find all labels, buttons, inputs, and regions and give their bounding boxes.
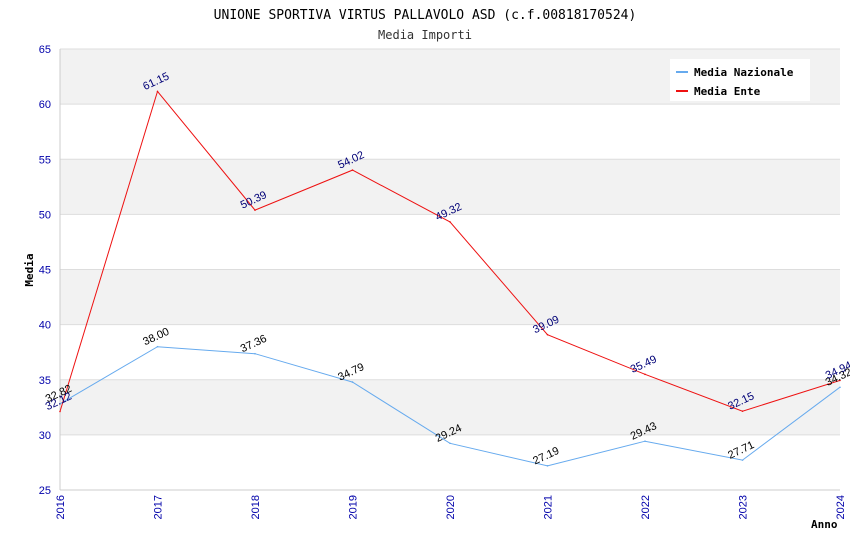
x-tick-label: 2017	[153, 495, 165, 519]
x-axis-label: Anno	[811, 518, 838, 531]
data-point	[254, 209, 256, 211]
data-point	[156, 90, 159, 93]
y-tick-label: 65	[39, 44, 51, 56]
plot-band	[60, 159, 840, 215]
plot-band	[60, 104, 840, 160]
y-tick-label: 45	[39, 265, 51, 277]
data-point	[59, 402, 61, 405]
data-point	[156, 345, 159, 348]
data-point	[839, 379, 841, 382]
x-axis-ticks: 2016 2017 2018 2019 2020 2021 2022 2023 2024	[55, 495, 847, 519]
data-point	[839, 386, 841, 389]
plot-band	[60, 214, 840, 270]
y-tick-label: 55	[39, 154, 51, 166]
data-point	[546, 333, 549, 336]
x-tick-label: 2024	[835, 495, 847, 519]
plot-band	[60, 324, 840, 380]
x-tick-label: 2020	[445, 495, 457, 519]
y-tick-label: 60	[39, 99, 51, 111]
y-tick-label: 30	[39, 430, 51, 442]
data-point	[741, 410, 744, 412]
x-tick-label: 2021	[543, 495, 555, 519]
legend-label: Media Nazionale	[694, 66, 794, 79]
y-tick-label: 50	[39, 209, 51, 221]
chart-title: UNIONE SPORTIVA VIRTUS PALLAVOLO ASD (c.…	[214, 8, 637, 23]
plot-band	[60, 379, 840, 435]
data-point	[59, 410, 61, 413]
x-tick-label: 2016	[55, 495, 67, 519]
data-point	[644, 373, 646, 376]
x-tick-label: 2018	[250, 495, 262, 519]
data-point	[741, 459, 744, 461]
series-group	[59, 90, 841, 467]
data-point	[449, 221, 451, 223]
y-tick-label: 25	[39, 485, 51, 497]
chart-subtitle: Media Importi	[378, 28, 472, 42]
y-axis-label: Media	[23, 253, 36, 286]
y-tick-label: 40	[39, 320, 51, 332]
data-point	[449, 442, 451, 445]
data-point	[546, 465, 549, 467]
data-point	[351, 169, 354, 171]
x-tick-label: 2019	[348, 495, 360, 519]
plot-band	[60, 434, 840, 490]
x-tick-label: 2023	[738, 495, 750, 519]
gridlines	[59, 48, 840, 491]
plot-band	[60, 269, 840, 325]
plot-background-bands	[60, 49, 840, 490]
y-axis-ticks: 25 30 35 40 45 50 55 60 65	[39, 44, 51, 497]
data-point	[254, 352, 256, 355]
legend: Media Nazionale Media Ente	[670, 59, 810, 101]
y-tick-label: 35	[39, 375, 51, 387]
data-point	[644, 440, 646, 442]
x-tick-label: 2022	[640, 495, 652, 519]
legend-label: Media Ente	[694, 85, 761, 98]
data-point	[351, 381, 354, 383]
legend-box	[670, 59, 810, 101]
